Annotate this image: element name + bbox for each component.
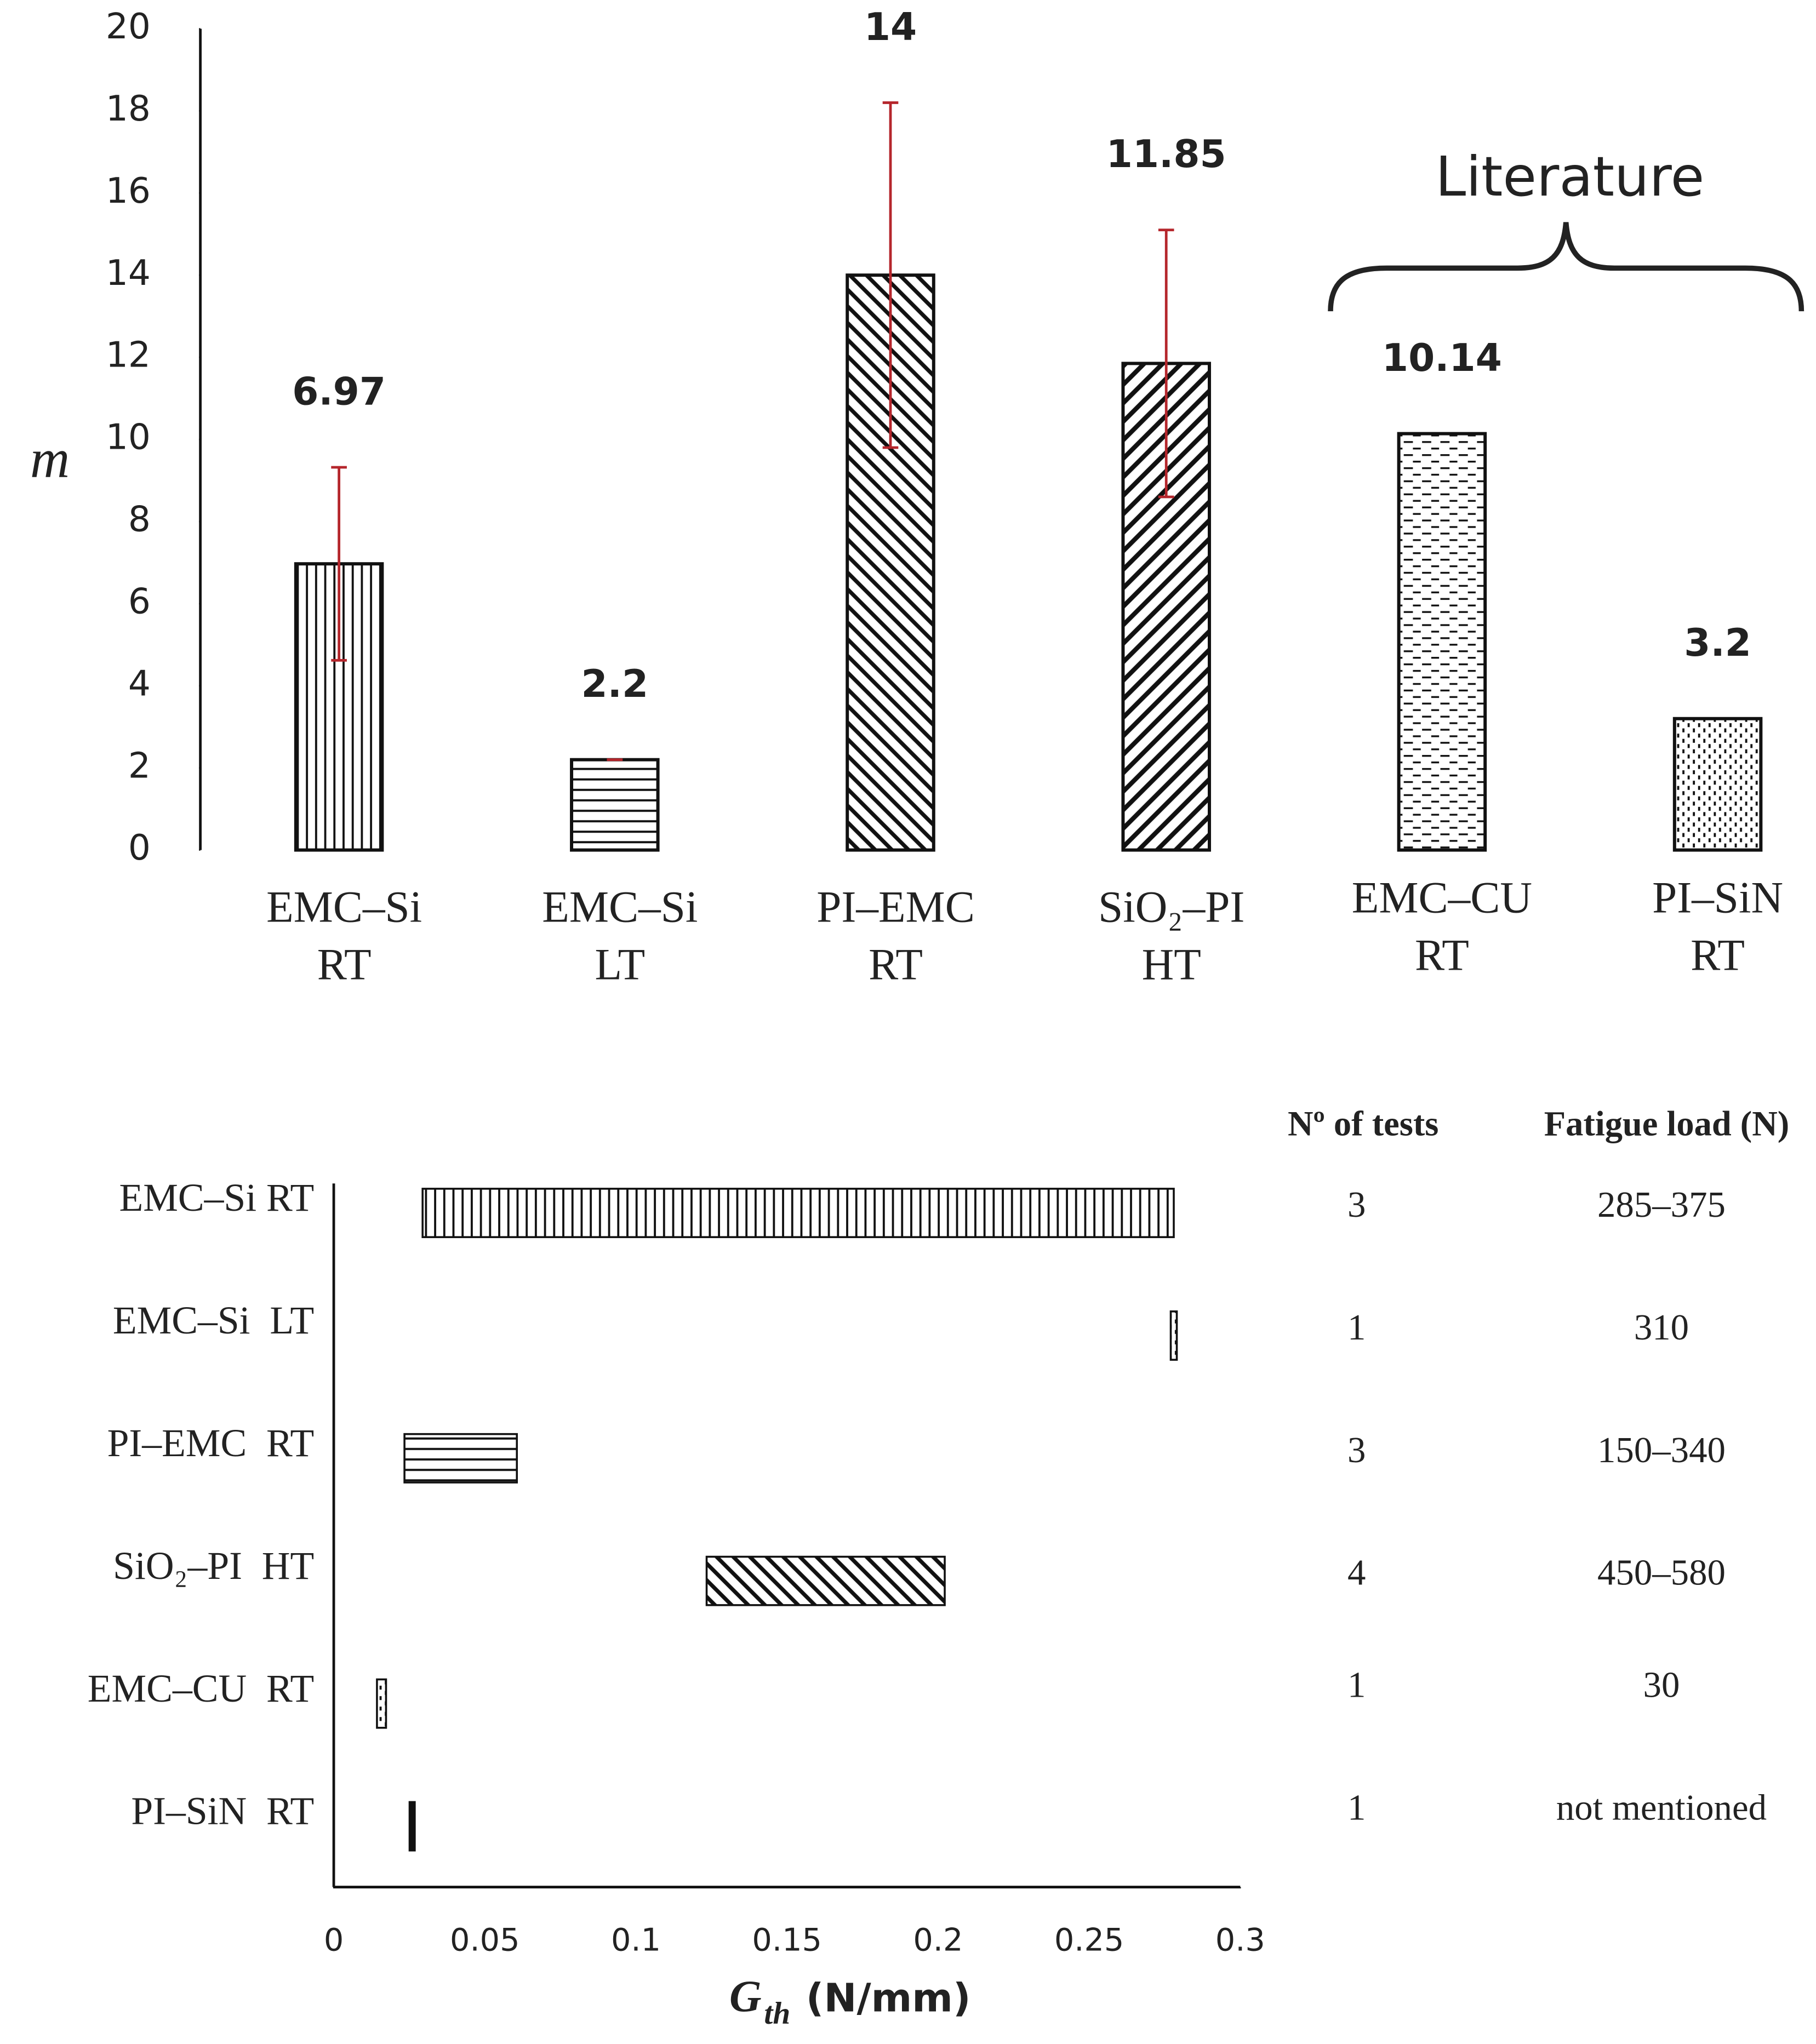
table-header: Nº of tests	[1288, 1104, 1438, 1143]
range-bar	[421, 1188, 1175, 1238]
error-bar	[882, 101, 899, 449]
y-tick-label: 20	[106, 6, 151, 47]
table-cell: not mentioned	[1556, 1787, 1767, 1828]
x-tick-label: EMC–Si	[266, 882, 422, 931]
y-tick-label: 16	[106, 170, 151, 211]
table-cell: 150–340	[1597, 1430, 1726, 1470]
bar	[1672, 717, 1763, 852]
table-cell: 285–375	[1597, 1184, 1726, 1225]
data-label: 3.2	[1684, 621, 1751, 665]
x-tick-label: 0.1	[611, 1921, 661, 1958]
range-bar	[1169, 1310, 1178, 1361]
table-cell: 30	[1643, 1665, 1680, 1705]
y-tick-label: EMC–Si LT	[113, 1299, 314, 1342]
data-label: 10.14	[1382, 336, 1502, 380]
annotation: Literature	[1435, 145, 1704, 209]
x-tick-label: 0.2	[913, 1921, 963, 1958]
y-tick-label: EMC–CU RT	[88, 1667, 314, 1710]
data-label: 14	[864, 5, 917, 49]
x-tick-label: RT	[1415, 931, 1469, 980]
x-axis-label-symbol: G	[729, 1972, 762, 2021]
y-tick-label: 18	[106, 88, 151, 129]
x-tick-label: 0.25	[1054, 1921, 1124, 1958]
y-tick-label: PI–SiN RT	[131, 1790, 314, 1833]
brace	[1328, 222, 1804, 312]
range-bar	[408, 1801, 416, 1852]
y-tick-label: SiO₂–PI HT	[113, 1544, 314, 1588]
table-cell: 450–580	[1597, 1553, 1726, 1593]
y-tick-label: PI–EMC RT	[107, 1422, 315, 1465]
table-header: Fatigue load (N)	[1544, 1104, 1789, 1143]
table-cell: 1	[1347, 1307, 1366, 1348]
table-cell: 4	[1347, 1553, 1366, 1593]
range-bar	[403, 1433, 518, 1484]
table-cell: 1	[1347, 1787, 1366, 1828]
x-tick-label: EMC–Si	[542, 882, 698, 931]
y-tick-label: 0	[128, 827, 151, 868]
x-tick-label: RT	[869, 940, 923, 989]
y-tick-label: 2	[128, 745, 151, 786]
x-tick-label: PI–EMC	[816, 882, 975, 931]
y-tick-label: 8	[128, 499, 151, 540]
table-cell: 3	[1347, 1184, 1366, 1225]
y-tick-label: 4	[128, 663, 151, 704]
data-label: 11.85	[1106, 133, 1226, 176]
range-bar	[705, 1555, 946, 1606]
x-tick-label: EMC–CU	[1352, 873, 1532, 923]
y-tick-label: 14	[106, 253, 151, 294]
y-tick-label: 6	[128, 581, 151, 622]
x-axis-label-unit: (N/mm)	[806, 1976, 971, 2021]
x-tick-label: 0.3	[1215, 1921, 1265, 1958]
x-tick-label: 0.15	[752, 1921, 822, 1958]
data-label: 2.2	[581, 662, 649, 706]
y-tick-label: EMC–Si RT	[119, 1176, 314, 1219]
x-tick-label: RT	[1691, 931, 1745, 980]
y-tick-label: 12	[106, 335, 151, 376]
data-label: 6.97	[292, 370, 386, 414]
error-bar	[331, 466, 347, 662]
x-tick-label: SiO₂–PI	[1098, 882, 1244, 931]
y-axis-label: m	[30, 428, 70, 489]
x-tick-label: 0	[324, 1921, 344, 1958]
x-tick-label: LT	[595, 940, 646, 989]
x-tick-label: 0.05	[450, 1921, 520, 1958]
bar	[294, 562, 384, 852]
table-cell: 1	[1347, 1665, 1366, 1705]
x-tick-label: PI–SiN	[1652, 873, 1783, 923]
x-tick-label: HT	[1142, 940, 1201, 989]
y-tick-label: 10	[106, 417, 151, 458]
table-cell: 310	[1634, 1307, 1689, 1348]
range-bar	[376, 1678, 387, 1729]
bar	[1397, 432, 1487, 852]
x-axis-label-subscript: th	[764, 1996, 790, 2031]
error-bar	[1158, 228, 1174, 499]
x-tick-label: RT	[317, 940, 372, 989]
bar	[570, 758, 660, 852]
table-cell: 3	[1347, 1430, 1366, 1470]
